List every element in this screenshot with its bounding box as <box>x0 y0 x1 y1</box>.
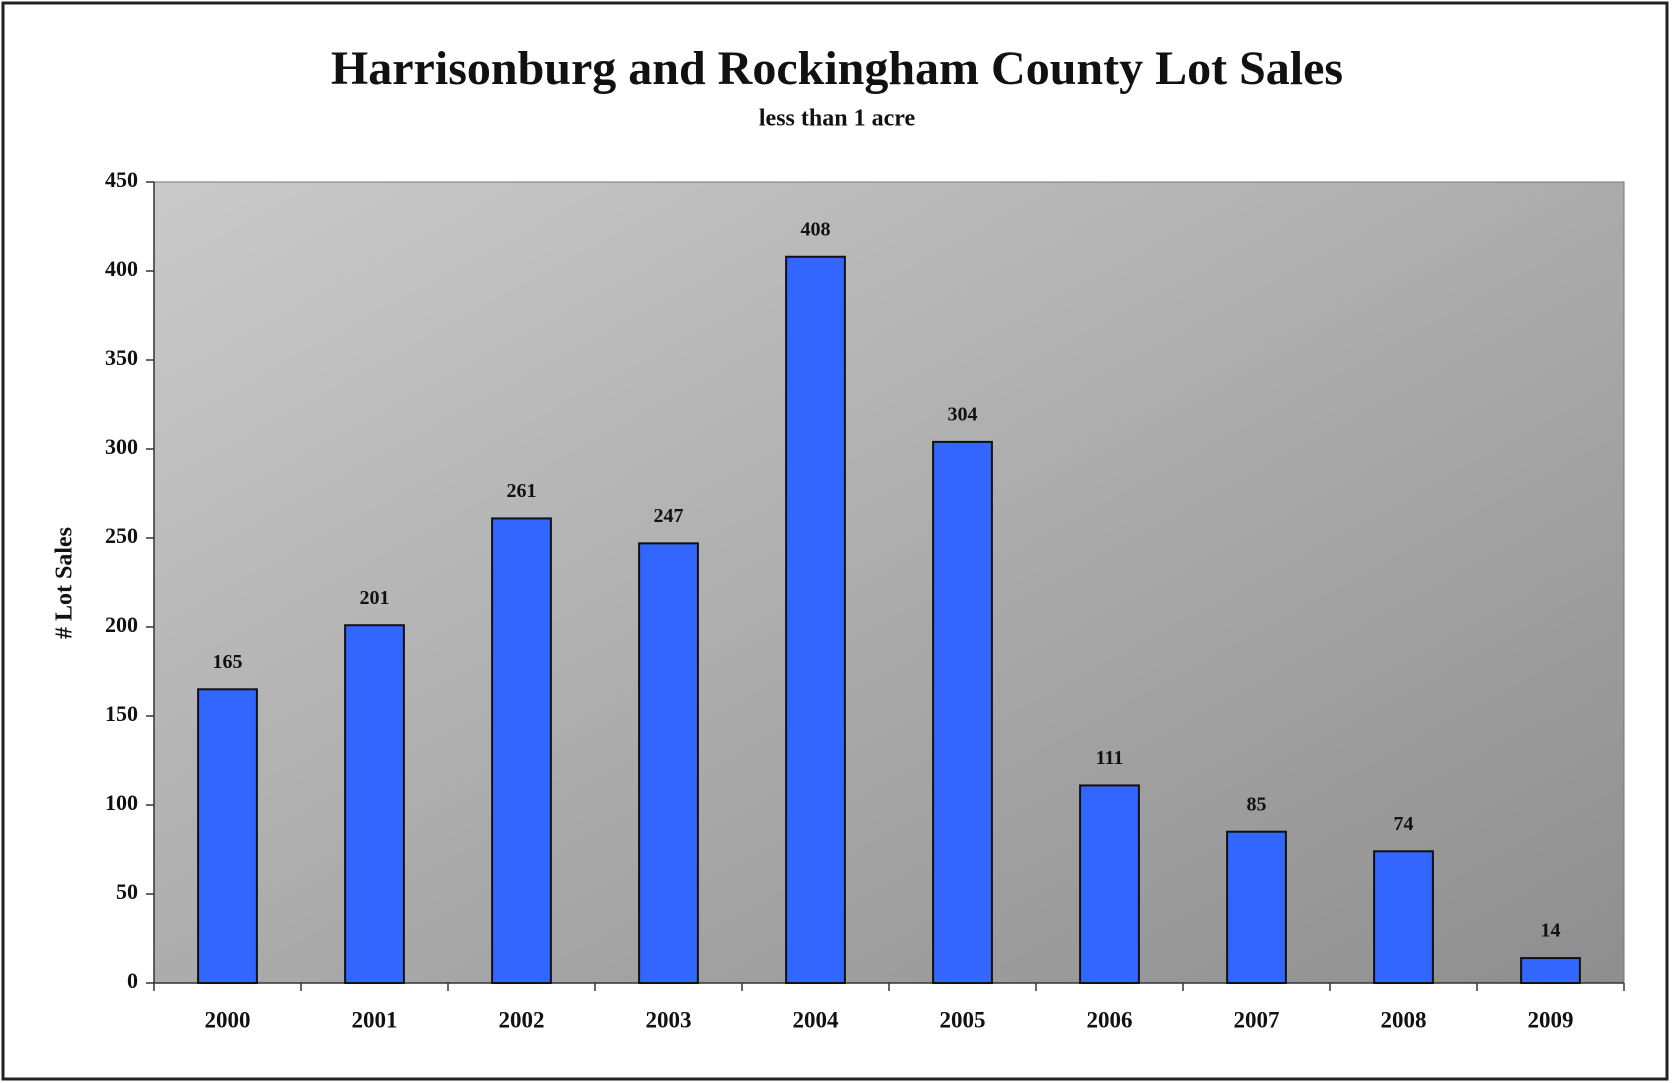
bar <box>1373 850 1434 985</box>
data-label: 408 <box>801 218 831 240</box>
x-tick-label: 2004 <box>793 1007 840 1032</box>
bar <box>785 255 846 984</box>
y-tick-label: 450 <box>105 167 138 192</box>
data-label: 14 <box>1541 920 1561 942</box>
data-label: 201 <box>360 587 390 609</box>
y-tick-label: 200 <box>105 612 138 637</box>
chart-title: Harrisonburg and Rockingham County Lot S… <box>331 42 1343 95</box>
data-label: 247 <box>654 505 684 527</box>
data-label: 74 <box>1394 813 1414 835</box>
x-tick-label: 2005 <box>940 1007 986 1032</box>
x-tick-label: 2009 <box>1528 1007 1574 1032</box>
chart-subtitle: less than 1 acre <box>759 106 916 132</box>
bar <box>932 440 993 984</box>
y-tick-label: 350 <box>105 345 138 370</box>
bar <box>197 688 258 984</box>
bar <box>344 624 405 984</box>
x-tick-label: 2001 <box>352 1007 398 1032</box>
x-tick-label: 2000 <box>205 1007 251 1032</box>
data-label: 111 <box>1096 747 1124 769</box>
x-tick-label: 2002 <box>499 1007 545 1032</box>
bar <box>491 517 552 984</box>
bar <box>1226 830 1287 985</box>
data-label: 304 <box>948 403 978 425</box>
bar <box>1079 784 1140 984</box>
x-tick-label: 2007 <box>1234 1007 1280 1032</box>
y-tick-label: 400 <box>105 256 138 281</box>
bar <box>1520 957 1581 985</box>
y-tick-label: 100 <box>105 790 138 815</box>
x-tick-label: 2003 <box>646 1007 692 1032</box>
x-tick-label: 2006 <box>1087 1007 1133 1032</box>
data-label: 165 <box>213 651 243 673</box>
data-label: 261 <box>507 480 537 502</box>
y-tick-label: 50 <box>116 879 138 904</box>
data-label: 85 <box>1247 793 1267 815</box>
y-tick-label: 300 <box>105 434 138 459</box>
y-tick-label: 0 <box>127 968 138 993</box>
y-axis-label: # Lot Sales <box>52 527 78 639</box>
bar <box>638 542 699 985</box>
x-tick-label: 2008 <box>1381 1007 1427 1032</box>
y-tick-label: 150 <box>105 701 138 726</box>
y-tick-label: 250 <box>105 523 138 548</box>
